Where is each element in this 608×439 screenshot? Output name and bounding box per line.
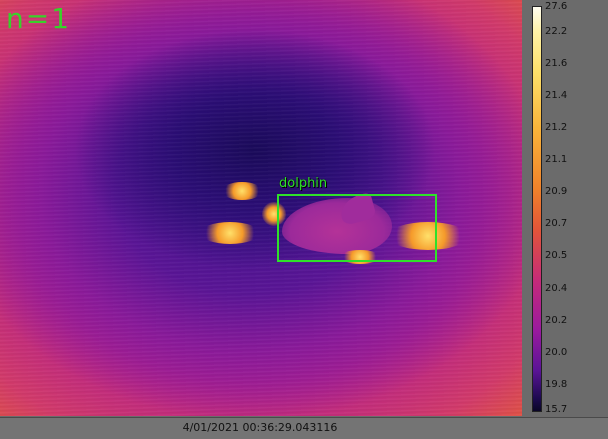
colorbar-tick: 19.8 (545, 379, 568, 390)
colorbar-tick: 20.0 (545, 347, 568, 358)
colorbar-tick: 21.4 (545, 90, 568, 101)
thermal-image (0, 0, 522, 416)
colorbar-tick: 20.4 (545, 283, 568, 294)
colorbar-tick: 20.7 (545, 218, 568, 229)
water-texture (0, 0, 522, 416)
count-label: n=1 (6, 2, 72, 35)
colorbar-tick: 27.6 (545, 1, 568, 12)
splash-spot (200, 222, 260, 244)
colorbar-tick: 15.7 (545, 404, 568, 415)
status-bar: 4/01/2021 00:36:29.043116 (0, 417, 608, 439)
detection-box[interactable] (277, 194, 437, 262)
timestamp: 4/01/2021 00:36:29.043116 (182, 421, 338, 434)
colorbar-tick: 21.2 (545, 122, 568, 133)
splash-spot (262, 202, 286, 226)
colorbar-tick: 20.9 (545, 186, 568, 197)
colorbar-tick: 21.1 (545, 154, 568, 165)
detection-label: dolphin (279, 176, 328, 191)
splash-spot (388, 222, 468, 250)
splash-spot (222, 182, 262, 200)
colorbar (532, 6, 542, 412)
colorbar-tick: 21.6 (545, 58, 568, 69)
colorbar-tick: 22.2 (545, 26, 568, 37)
colorbar-tick: 20.2 (545, 315, 568, 326)
colorbar-tick: 20.5 (545, 250, 568, 261)
